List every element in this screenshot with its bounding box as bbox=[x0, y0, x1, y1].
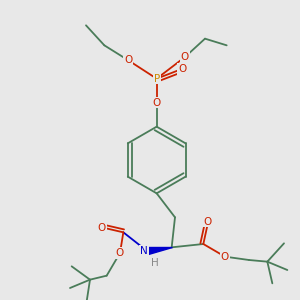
Text: O: O bbox=[178, 64, 187, 74]
Text: O: O bbox=[124, 55, 133, 65]
Text: N: N bbox=[140, 246, 148, 256]
Text: O: O bbox=[203, 217, 212, 227]
Text: O: O bbox=[98, 223, 106, 233]
Text: P: P bbox=[154, 74, 160, 84]
Polygon shape bbox=[148, 247, 172, 254]
Text: O: O bbox=[152, 98, 161, 108]
Text: O: O bbox=[221, 252, 229, 262]
Text: O: O bbox=[116, 248, 124, 258]
Text: O: O bbox=[181, 52, 189, 62]
Text: H: H bbox=[151, 258, 159, 268]
